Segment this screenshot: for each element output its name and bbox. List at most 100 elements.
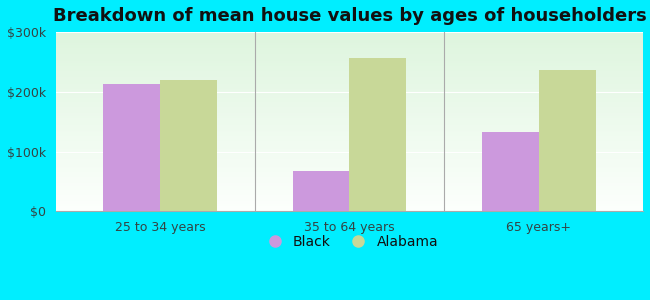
Bar [56, 71, 643, 73]
Bar [56, 195, 643, 197]
Bar [56, 68, 643, 70]
Bar [56, 156, 643, 158]
Bar [56, 132, 643, 134]
Bar [56, 176, 643, 177]
Bar [56, 122, 643, 124]
Bar [56, 199, 643, 201]
Bar [56, 106, 643, 107]
Bar [56, 43, 643, 45]
Bar [56, 45, 643, 46]
Bar [56, 70, 643, 71]
Bar [56, 50, 643, 52]
Bar [56, 36, 643, 38]
Bar [56, 73, 643, 75]
Bar [56, 174, 643, 176]
Bar [56, 97, 643, 98]
Bar [56, 202, 643, 204]
Bar [56, 188, 643, 190]
Bar [56, 52, 643, 54]
Bar [56, 158, 643, 159]
Bar [56, 152, 643, 154]
Bar [56, 88, 643, 89]
Bar [56, 127, 643, 129]
Bar [56, 179, 643, 181]
Bar [56, 165, 643, 167]
Bar [56, 111, 643, 113]
Bar [56, 159, 643, 161]
Bar [56, 116, 643, 118]
Bar [56, 148, 643, 150]
Bar [56, 64, 643, 66]
Bar [56, 84, 643, 86]
Bar [56, 118, 643, 120]
Bar [56, 109, 643, 111]
Bar [56, 77, 643, 79]
Bar [56, 98, 643, 100]
Bar [56, 124, 643, 125]
Bar [56, 184, 643, 186]
Bar [539, 70, 595, 211]
Bar [56, 204, 643, 206]
Bar [56, 140, 643, 141]
Bar [56, 138, 643, 140]
Bar [56, 150, 643, 152]
Bar [56, 143, 643, 145]
Bar [56, 86, 643, 88]
Bar [56, 181, 643, 183]
Bar [56, 134, 643, 136]
Bar [56, 208, 643, 209]
Bar [56, 39, 643, 41]
Bar [56, 147, 643, 148]
Bar [56, 80, 643, 82]
Bar [56, 192, 643, 194]
Bar [56, 161, 643, 163]
Bar [56, 100, 643, 102]
Bar [56, 59, 643, 61]
Title: Breakdown of mean house values by ages of householders: Breakdown of mean house values by ages o… [53, 7, 646, 25]
Bar [56, 32, 643, 34]
Bar [56, 93, 643, 95]
Bar [56, 89, 643, 91]
Bar [56, 102, 643, 104]
Bar [56, 131, 643, 132]
Bar [56, 120, 643, 122]
Bar [56, 34, 643, 36]
Bar [56, 206, 643, 208]
Bar [56, 186, 643, 188]
Legend: Black, Alabama: Black, Alabama [255, 230, 443, 255]
Bar [350, 58, 406, 211]
Bar [56, 82, 643, 84]
Bar [56, 91, 643, 93]
Bar [56, 201, 643, 203]
Bar [56, 170, 643, 172]
Bar [56, 194, 643, 195]
Bar [56, 197, 643, 199]
Bar [56, 107, 643, 109]
Bar [56, 56, 643, 57]
Bar [56, 48, 643, 50]
Bar [56, 163, 643, 165]
Bar [56, 113, 643, 115]
Bar [56, 79, 643, 80]
Bar [56, 54, 643, 56]
Bar [56, 66, 643, 68]
Bar [56, 177, 643, 179]
Bar [56, 41, 643, 43]
Bar [56, 38, 643, 39]
Bar [56, 125, 643, 127]
Bar [56, 104, 643, 106]
Bar [56, 168, 643, 170]
Bar [56, 190, 643, 192]
Bar [56, 183, 643, 184]
Bar [56, 172, 643, 174]
Bar [56, 115, 643, 116]
Bar [56, 141, 643, 143]
Bar [56, 46, 643, 48]
Bar [56, 75, 643, 77]
Bar [292, 171, 350, 211]
Bar [56, 145, 643, 147]
Bar [482, 132, 539, 211]
Bar [56, 57, 643, 59]
Bar [56, 95, 643, 97]
Bar [160, 80, 217, 211]
